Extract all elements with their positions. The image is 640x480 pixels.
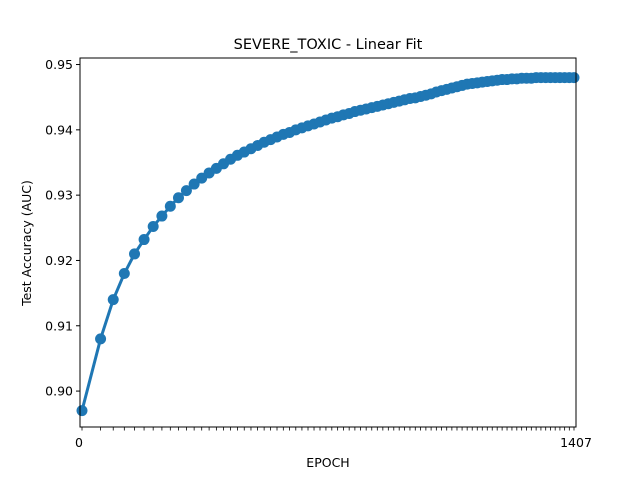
- chart-title: SEVERE_TOXIC - Linear Fit: [234, 37, 423, 53]
- x-tick-label-first: 0: [75, 435, 83, 450]
- data-point: [156, 210, 168, 222]
- y-tick-label: 0.93: [45, 188, 73, 203]
- data-point: [172, 192, 184, 204]
- data-point: [129, 248, 141, 260]
- y-axis: 0.90 0.91 0.92 0.93 0.94 0.95: [45, 57, 80, 399]
- y-axis-label: Test Accuracy (AUC): [19, 180, 34, 307]
- data-point: [95, 333, 107, 345]
- plot-marks: [76, 72, 580, 417]
- data-point: [568, 72, 580, 84]
- x-axis: 0 1407: [75, 427, 592, 450]
- data-point: [164, 200, 176, 212]
- data-point: [76, 405, 88, 417]
- y-tick-label: 0.95: [45, 57, 73, 72]
- data-point: [118, 268, 130, 280]
- data-point: [147, 221, 159, 232]
- x-axis-label: EPOCH: [306, 455, 349, 470]
- x-tick-label-last: 1407: [560, 435, 592, 450]
- y-tick-label: 0.92: [45, 253, 73, 268]
- data-point: [188, 178, 200, 190]
- y-tick-label: 0.90: [45, 384, 73, 399]
- plot-frame: [79, 57, 577, 428]
- y-tick-label: 0.94: [45, 122, 73, 137]
- data-point: [107, 294, 119, 306]
- series-line: [80, 76, 574, 412]
- data-point: [138, 234, 150, 246]
- y-tick-label: 0.91: [45, 318, 73, 333]
- data-point: [180, 185, 192, 197]
